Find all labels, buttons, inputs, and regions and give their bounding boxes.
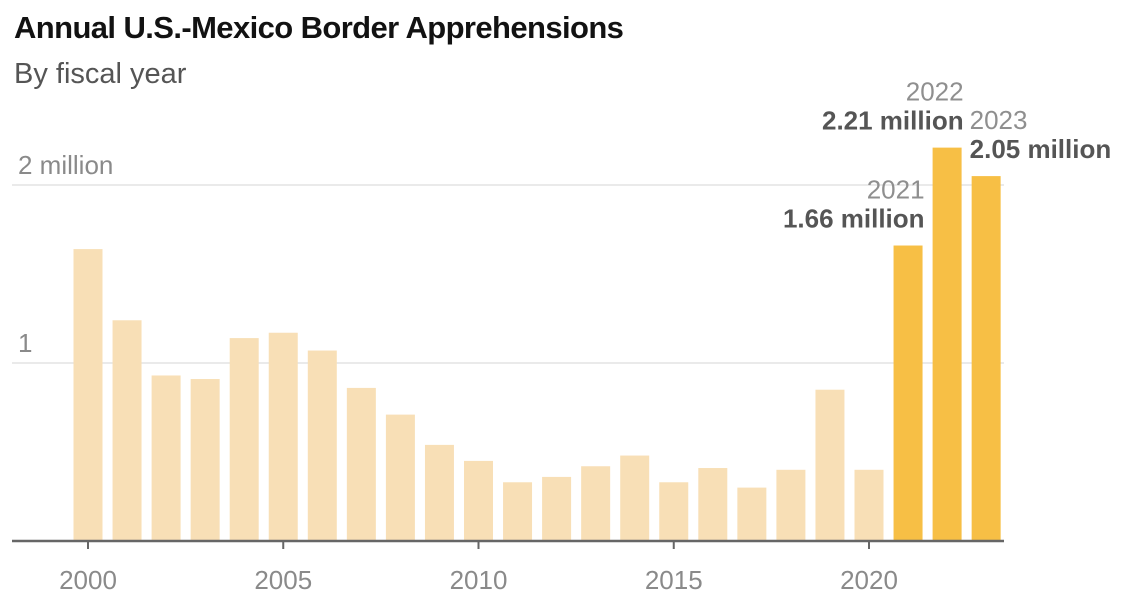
bar (698, 468, 728, 541)
bar (268, 332, 298, 541)
annotation-year-label: 2022 (906, 77, 964, 107)
x-tick-label: 2000 (59, 565, 117, 595)
chart-title: Annual U.S.-Mexico Border Apprehensions (14, 10, 624, 45)
bar (112, 320, 142, 541)
bar (659, 482, 689, 541)
bar (424, 444, 454, 541)
x-tick-label: 2005 (254, 565, 312, 595)
y-tick-label: 2 million (18, 150, 113, 180)
bar (151, 375, 181, 541)
gridlines: 1 2 million (12, 150, 1004, 364)
x-tick-label: 2020 (840, 565, 898, 595)
bar (737, 487, 767, 541)
x-tick-label: 2015 (645, 565, 703, 595)
bar (464, 460, 493, 541)
annotation-value-label: 1.66 million (783, 204, 925, 234)
bar (620, 455, 650, 541)
bars (73, 147, 1001, 541)
bar (503, 482, 533, 541)
annotation-year-label: 2023 (970, 105, 1028, 135)
y-tick-label: 1 (18, 328, 32, 358)
bar (346, 387, 376, 541)
x-tick-label: 2010 (450, 565, 508, 595)
bar (854, 469, 884, 541)
bar (307, 350, 337, 541)
bar (190, 379, 220, 541)
bar (229, 338, 259, 541)
chart-subtitle: By fiscal year (14, 58, 187, 90)
bar (815, 389, 845, 541)
bar (581, 466, 611, 541)
annotation-value-label: 2.21 million (822, 106, 964, 136)
bar (776, 469, 806, 541)
annotation-value-label: 2.05 million (970, 134, 1112, 164)
bar-highlighted (893, 245, 923, 541)
bar-highlighted (932, 147, 962, 541)
bar-highlighted (971, 176, 1001, 541)
annotation-year-label: 2021 (867, 175, 925, 205)
bar (73, 249, 103, 541)
bar (542, 476, 572, 541)
x-axis: 2000 2005 2010 2015 2020 (12, 539, 1004, 595)
bar (385, 414, 415, 541)
